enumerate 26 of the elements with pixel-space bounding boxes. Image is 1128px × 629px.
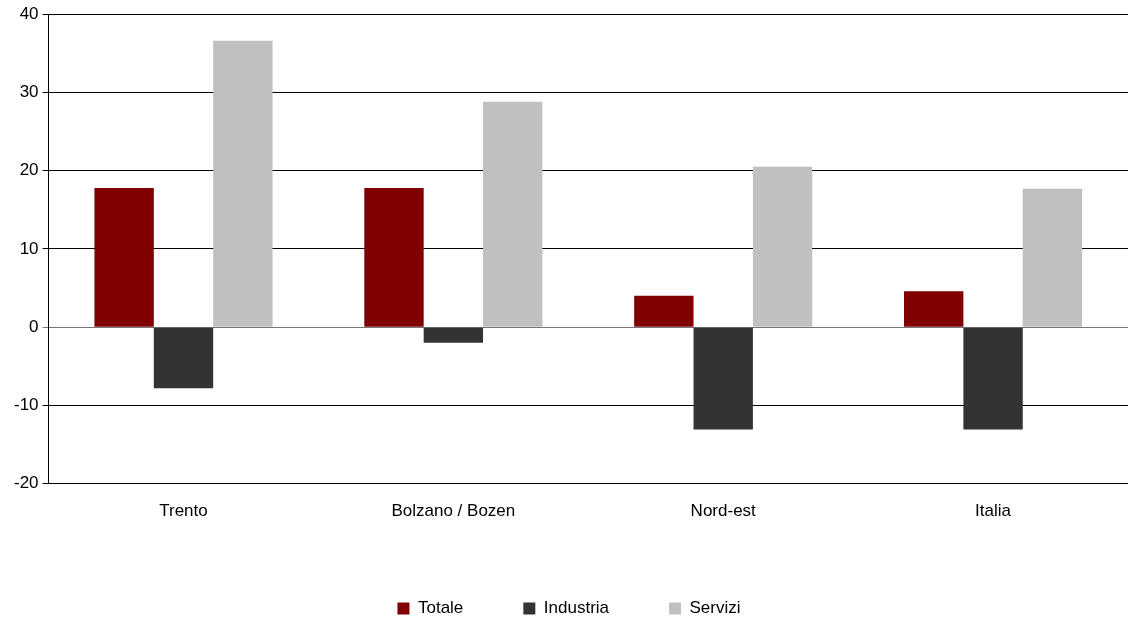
y-tick-label: 10: [19, 238, 39, 258]
bar: [904, 291, 964, 327]
legend-label: Totale: [417, 598, 464, 618]
y-tick-label: -20: [13, 473, 39, 493]
y-tick-label: 40: [19, 3, 39, 23]
bar: [213, 40, 273, 327]
bar: [483, 101, 543, 327]
y-tick-label: 20: [19, 160, 39, 180]
bar: [752, 166, 813, 327]
y-tick-label: -10: [13, 395, 39, 415]
y-tick-label: 0: [29, 316, 39, 336]
x-tick-label: Italia: [975, 501, 1012, 521]
bar: [693, 327, 753, 430]
bar: [1022, 188, 1083, 327]
bar: [94, 187, 154, 327]
legend-label: Servizi: [689, 598, 741, 618]
bar: [364, 187, 424, 327]
bar: [634, 295, 694, 327]
bar: [423, 327, 484, 343]
legend-label: Industria: [543, 598, 610, 618]
bar: [963, 327, 1023, 430]
y-tick-label: 30: [19, 82, 39, 102]
bar: [153, 327, 214, 389]
x-tick-label: Nord-est: [690, 501, 757, 521]
x-tick-label: Bolzano / Bozen: [391, 501, 516, 521]
x-tick-label: Trento: [159, 501, 208, 521]
